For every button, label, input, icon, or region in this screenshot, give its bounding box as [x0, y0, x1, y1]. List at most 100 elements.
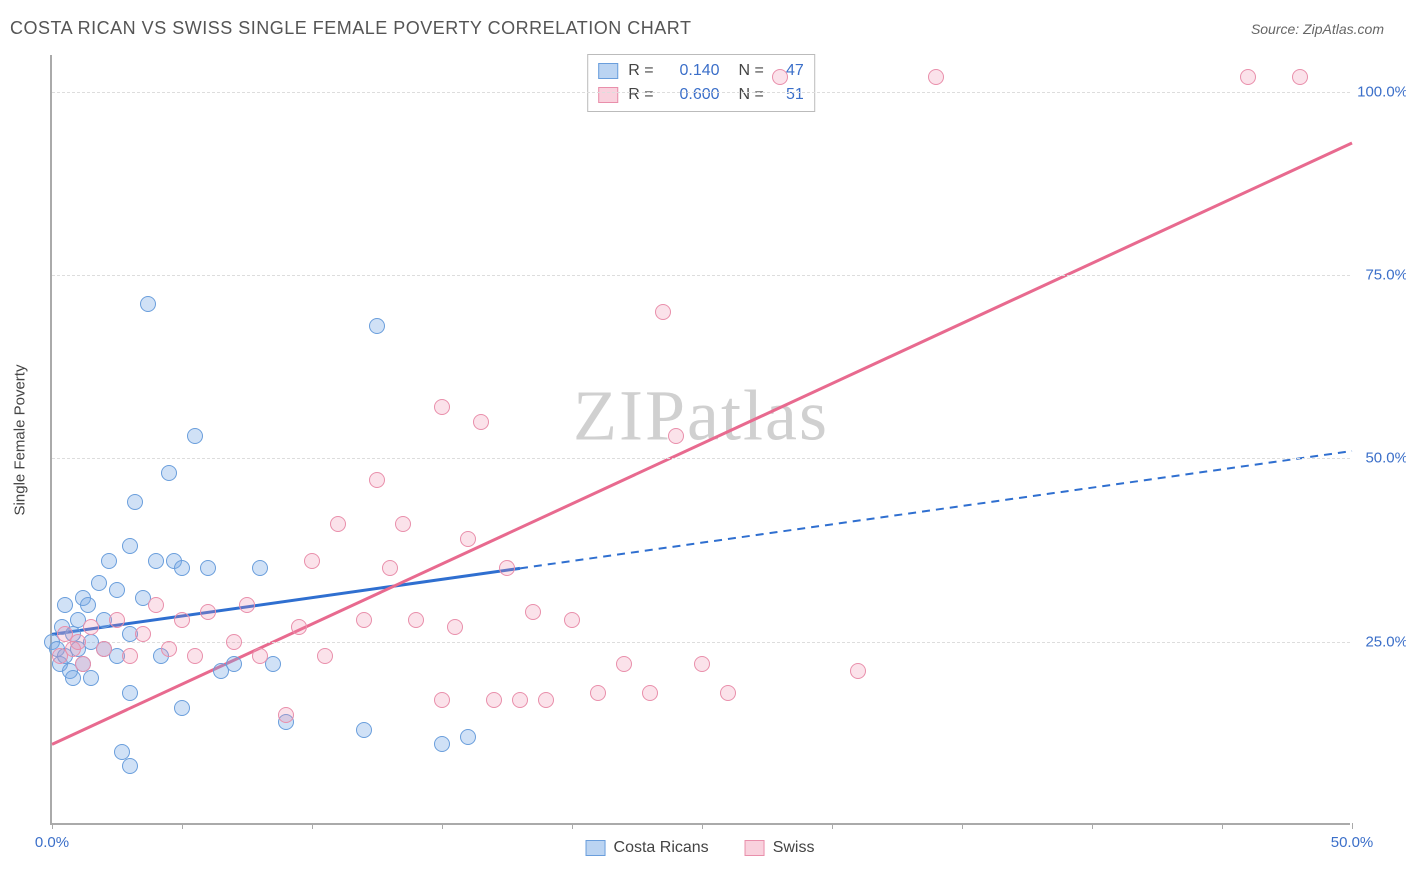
- data-point-costa_ricans: [174, 700, 190, 716]
- legend-label-costa_ricans: Costa Ricans: [614, 839, 709, 857]
- data-point-costa_ricans: [122, 538, 138, 554]
- data-point-swiss: [928, 69, 944, 85]
- data-point-costa_ricans: [122, 758, 138, 774]
- data-point-costa_ricans: [114, 744, 130, 760]
- x-tick: [962, 823, 963, 829]
- data-point-swiss: [174, 612, 190, 628]
- data-point-swiss: [668, 428, 684, 444]
- data-point-costa_ricans: [101, 553, 117, 569]
- data-point-swiss: [239, 597, 255, 613]
- plot-area: ZIPatlas R =0.140 N =47R =0.600 N =51 25…: [50, 55, 1350, 825]
- x-tick: [182, 823, 183, 829]
- data-point-costa_ricans: [226, 656, 242, 672]
- y-axis-label: Single Female Poverty: [12, 365, 29, 516]
- y-tick-label: 100.0%: [1357, 83, 1406, 100]
- stats-n-label: N =: [730, 59, 764, 83]
- legend-swatch-costa_ricans: [586, 840, 606, 856]
- x-tick: [1222, 823, 1223, 829]
- data-point-costa_ricans: [91, 575, 107, 591]
- legend-item-swiss: Swiss: [745, 839, 815, 857]
- legend-swatch-swiss: [745, 840, 765, 856]
- data-point-swiss: [850, 663, 866, 679]
- data-point-swiss: [499, 560, 515, 576]
- data-point-costa_ricans: [434, 736, 450, 752]
- x-tick: [1092, 823, 1093, 829]
- data-point-costa_ricans: [148, 553, 164, 569]
- data-point-costa_ricans: [109, 582, 125, 598]
- data-point-swiss: [1240, 69, 1256, 85]
- stats-n-label: N =: [730, 83, 764, 107]
- data-point-swiss: [252, 648, 268, 664]
- data-point-swiss: [642, 685, 658, 701]
- data-point-swiss: [564, 612, 580, 628]
- stats-r-value-swiss: 0.600: [664, 83, 720, 107]
- legend-item-costa_ricans: Costa Ricans: [586, 839, 709, 857]
- data-point-costa_ricans: [200, 560, 216, 576]
- y-tick-label: 75.0%: [1365, 267, 1406, 284]
- x-tick: [312, 823, 313, 829]
- x-tick: [572, 823, 573, 829]
- data-point-swiss: [694, 656, 710, 672]
- data-point-costa_ricans: [127, 494, 143, 510]
- x-tick: [1352, 823, 1353, 829]
- x-tick: [702, 823, 703, 829]
- data-point-costa_ricans: [174, 560, 190, 576]
- data-point-swiss: [317, 648, 333, 664]
- stats-r-label: R =: [628, 59, 653, 83]
- data-point-swiss: [356, 612, 372, 628]
- data-point-costa_ricans: [369, 318, 385, 334]
- data-point-swiss: [278, 707, 294, 723]
- data-point-swiss: [1292, 69, 1308, 85]
- x-tick-label: 0.0%: [35, 834, 69, 851]
- data-point-costa_ricans: [57, 597, 73, 613]
- stats-swatch-costa_ricans: [598, 63, 618, 79]
- data-point-swiss: [395, 516, 411, 532]
- data-point-costa_ricans: [140, 296, 156, 312]
- data-point-swiss: [304, 553, 320, 569]
- data-point-swiss: [473, 414, 489, 430]
- legend-label-swiss: Swiss: [773, 839, 815, 857]
- stats-row-swiss: R = 0.600 N = 51: [598, 83, 804, 107]
- data-point-costa_ricans: [356, 722, 372, 738]
- y-tick-label: 50.0%: [1365, 450, 1406, 467]
- data-point-swiss: [447, 619, 463, 635]
- data-point-swiss: [83, 619, 99, 635]
- data-point-swiss: [135, 626, 151, 642]
- data-point-swiss: [291, 619, 307, 635]
- data-point-swiss: [434, 399, 450, 415]
- data-point-swiss: [772, 69, 788, 85]
- gridline: [52, 275, 1350, 276]
- trendline-swiss: [52, 143, 1352, 744]
- data-point-costa_ricans: [252, 560, 268, 576]
- data-point-costa_ricans: [187, 428, 203, 444]
- data-point-swiss: [655, 304, 671, 320]
- stats-swatch-swiss: [598, 87, 618, 103]
- gridline: [52, 642, 1350, 643]
- gridline: [52, 458, 1350, 459]
- data-point-swiss: [486, 692, 502, 708]
- stats-r-label: R =: [628, 83, 653, 107]
- chart-area: Single Female Poverty ZIPatlas R =0.140 …: [50, 55, 1350, 825]
- data-point-swiss: [408, 612, 424, 628]
- x-tick-label: 50.0%: [1331, 834, 1374, 851]
- data-point-swiss: [616, 656, 632, 672]
- data-point-swiss: [369, 472, 385, 488]
- gridline: [52, 92, 1350, 93]
- data-point-swiss: [96, 641, 112, 657]
- data-point-swiss: [161, 641, 177, 657]
- data-point-swiss: [75, 656, 91, 672]
- y-tick-label: 25.0%: [1365, 633, 1406, 650]
- stats-r-value-costa_ricans: 0.140: [664, 59, 720, 83]
- stats-n-value-swiss: 51: [774, 83, 804, 107]
- x-tick: [832, 823, 833, 829]
- data-point-costa_ricans: [65, 670, 81, 686]
- data-point-swiss: [148, 597, 164, 613]
- data-point-swiss: [512, 692, 528, 708]
- data-point-swiss: [720, 685, 736, 701]
- x-tick: [52, 823, 53, 829]
- data-point-swiss: [109, 612, 125, 628]
- data-point-swiss: [460, 531, 476, 547]
- data-point-swiss: [382, 560, 398, 576]
- data-point-swiss: [122, 648, 138, 664]
- chart-title: COSTA RICAN VS SWISS SINGLE FEMALE POVER…: [10, 18, 691, 39]
